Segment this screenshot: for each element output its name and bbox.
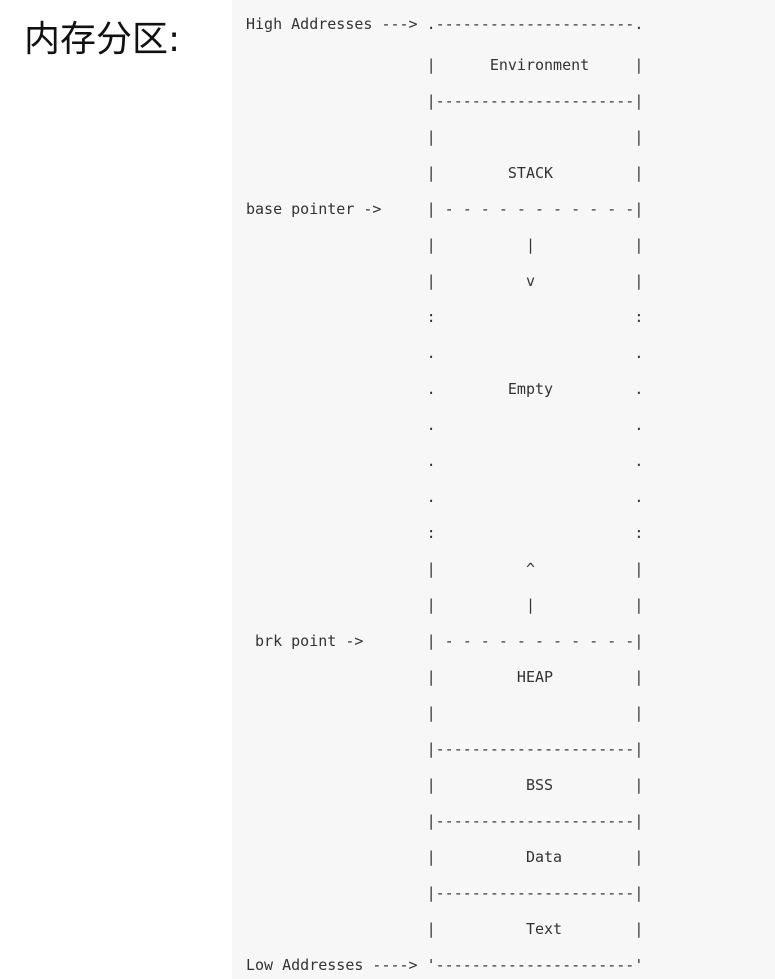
diagram-line-divider: |----------------------| (246, 812, 644, 830)
diagram-line-heap-arrow-stem: | | | (246, 596, 644, 614)
diagram-line-high-addresses: High Addresses ---> .-------------------… (246, 15, 644, 33)
diagram-line-empty: . . (246, 488, 644, 506)
diagram-line-divider: |----------------------| (246, 884, 644, 902)
diagram-line-heap-arrow-up: | ^ | (246, 560, 644, 578)
diagram-line-heap: | HEAP | (246, 668, 644, 686)
diagram-line-empty: . . (246, 344, 644, 362)
diagram-line-divider: |----------------------| (246, 92, 644, 110)
diagram-line-empty-top: : : (246, 308, 644, 326)
memory-layout-diagram: High Addresses ---> .-------------------… (232, 0, 775, 979)
diagram-line-low-addresses: Low Addresses ----> '-------------------… (246, 956, 644, 974)
diagram-line-stack-blank: | | (246, 128, 644, 146)
diagram-line-stack: | STACK | (246, 164, 644, 182)
diagram-line-data: | Data | (246, 848, 644, 866)
diagram-line-brk-point: brk point -> | - - - - - - - - - - -| (246, 632, 644, 650)
diagram-line-divider: |----------------------| (246, 740, 644, 758)
diagram-line-stack-arrow-stem: | | | (246, 236, 644, 254)
diagram-line-base-pointer: base pointer -> | - - - - - - - - - - -| (246, 200, 644, 218)
diagram-line-empty: . . (246, 416, 644, 434)
diagram-line-empty: . . (246, 452, 644, 470)
diagram-line-empty-label: . Empty . (246, 380, 644, 398)
diagram-line-empty-bottom: : : (246, 524, 644, 542)
diagram-line-environment: | Environment | (246, 56, 644, 74)
diagram-line-text: | Text | (246, 920, 644, 938)
diagram-line-bss: | BSS | (246, 776, 644, 794)
page-heading: 内存分区: (24, 19, 181, 60)
diagram-line-stack-arrow-down: | v | (246, 272, 644, 290)
diagram-line-heap-blank: | | (246, 704, 644, 722)
